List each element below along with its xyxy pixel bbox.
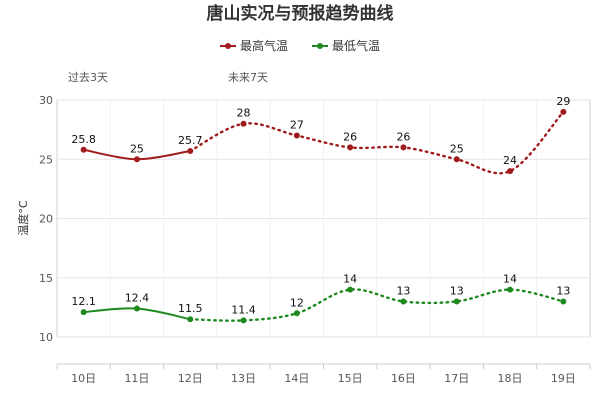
y-tick-label: 30 [39,94,53,107]
data-point-max[interactable] [453,156,460,163]
x-tick-label: 10日 [71,372,96,385]
data-label-min: 12 [290,296,304,309]
data-label-max: 29 [556,95,570,108]
x-tick-label: 11日 [124,372,149,385]
x-tick-label: 12日 [178,372,203,385]
data-label-max: 28 [237,107,251,120]
data-label-min: 12.4 [125,292,150,305]
data-point-max[interactable] [187,147,194,154]
y-axis-label: 温度°C [16,200,30,235]
data-point-max[interactable] [347,144,354,151]
data-point-max[interactable] [507,168,514,175]
legend-min-label: 最低气温 [332,38,380,53]
series-group: 25.8 25 25.7 28 27 26 26 25 24 29 12.1 12.4 11.5 11.4… [71,95,570,324]
y-tick-label: 15 [39,272,53,285]
data-label-max: 27 [290,119,304,132]
y-tick-label: 10 [39,331,53,344]
data-label-max: 25 [130,142,144,155]
data-point-min[interactable] [400,298,407,305]
x-axis: 10日 11日 12日 13日 14日 15日 16日 17日 18日 19日 [56,363,591,385]
legend: 最高气温 最低气温 [220,38,380,53]
data-point-max[interactable] [400,144,407,151]
data-point-min[interactable] [293,310,300,317]
legend-max-marker [225,43,231,49]
data-point-min[interactable] [347,286,354,293]
legend-max-label: 最高气温 [240,38,288,53]
x-tick-label: 14日 [284,372,309,385]
x-tick-label: 19日 [551,372,576,385]
data-label-max: 26 [396,130,410,143]
series-min-forecast-line [189,288,565,322]
data-label-max: 25.7 [178,134,203,147]
x-tick-label: 17日 [444,372,469,385]
data-label-min: 11.4 [231,303,256,316]
data-point-max[interactable] [80,146,87,153]
x-tick-label: 15日 [338,372,363,385]
period-future-label: 未来7天 [228,71,268,84]
data-point-max[interactable] [560,108,567,115]
series-max-forecast-line [189,110,565,175]
data-point-max[interactable] [293,132,300,139]
data-label-min: 11.5 [178,302,203,315]
data-point-min[interactable] [240,317,247,324]
data-point-min[interactable] [187,316,194,323]
data-point-min[interactable] [133,305,140,312]
data-label-min: 13 [556,284,570,297]
legend-item-max[interactable]: 最高气温 [220,38,288,53]
legend-min-marker [317,43,323,49]
legend-item-min[interactable]: 最低气温 [312,38,380,53]
chart-title: 唐山实况与预报趋势曲线 [207,3,394,24]
x-tick-label: 13日 [231,372,256,385]
x-tick-label: 16日 [391,372,416,385]
data-label-max: 25 [450,142,464,155]
data-label-min: 13 [450,284,464,297]
data-point-min[interactable] [560,298,567,305]
y-axis-ticks: 10 15 20 25 30 [39,94,53,344]
y-tick-label: 20 [39,213,53,226]
data-point-max[interactable] [133,156,140,163]
data-point-min[interactable] [507,286,514,293]
data-label-min: 14 [343,273,357,286]
data-point-max[interactable] [240,120,247,127]
period-past-label: 过去3天 [68,71,108,84]
data-point-min[interactable] [80,309,87,316]
data-label-min: 12.1 [71,295,96,308]
y-tick-label: 25 [39,153,53,166]
data-label-max: 25.8 [71,133,96,146]
data-point-min[interactable] [453,298,460,305]
data-label-min: 13 [396,284,410,297]
data-label-min: 14 [503,273,517,286]
data-label-max: 26 [343,130,357,143]
data-label-max: 24 [503,154,517,167]
x-tick-label: 18日 [498,372,523,385]
